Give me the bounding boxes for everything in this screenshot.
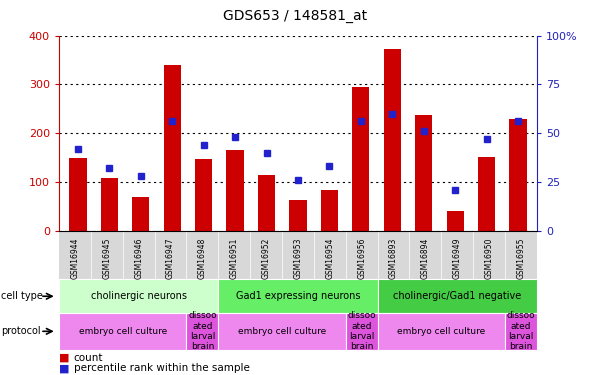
Text: GSM16956: GSM16956: [357, 237, 366, 279]
Text: dissoo
ated
larval
brain: dissoo ated larval brain: [188, 311, 217, 351]
Text: embryo cell culture: embryo cell culture: [397, 327, 486, 336]
Text: GSM16949: GSM16949: [453, 237, 462, 279]
Text: GSM16952: GSM16952: [261, 237, 271, 279]
Bar: [227, 150, 244, 231]
Text: ■: ■: [59, 353, 70, 363]
Text: dissoo
ated
larval
brain: dissoo ated larval brain: [348, 311, 376, 351]
Text: embryo cell culture: embryo cell culture: [78, 327, 167, 336]
Text: GSM16951: GSM16951: [230, 237, 239, 279]
Bar: [132, 196, 149, 231]
Text: GSM16893: GSM16893: [389, 237, 398, 279]
Text: cholinergic/Gad1 negative: cholinergic/Gad1 negative: [393, 291, 522, 301]
Bar: [384, 49, 401, 231]
Text: percentile rank within the sample: percentile rank within the sample: [74, 363, 250, 373]
Text: GSM16950: GSM16950: [484, 237, 494, 279]
Bar: [289, 200, 307, 231]
Bar: [163, 65, 181, 231]
Text: dissoo
ated
larval
brain: dissoo ated larval brain: [507, 311, 535, 351]
Text: embryo cell culture: embryo cell culture: [238, 327, 326, 336]
Text: GSM16953: GSM16953: [293, 237, 303, 279]
Bar: [447, 211, 464, 231]
Text: GSM16945: GSM16945: [102, 237, 112, 279]
Text: GSM16894: GSM16894: [421, 237, 430, 279]
Bar: [101, 178, 118, 231]
Text: GSM16947: GSM16947: [166, 237, 175, 279]
Text: ■: ■: [59, 363, 70, 373]
Bar: [69, 158, 87, 231]
Text: GDS653 / 148581_at: GDS653 / 148581_at: [223, 9, 367, 23]
Text: GSM16944: GSM16944: [70, 237, 80, 279]
Text: GSM16954: GSM16954: [325, 237, 335, 279]
Bar: [478, 156, 495, 231]
Bar: [509, 120, 527, 231]
Text: GSM16948: GSM16948: [198, 237, 207, 279]
Text: GSM16946: GSM16946: [134, 237, 143, 279]
Text: cholinergic neurons: cholinergic neurons: [91, 291, 186, 301]
Bar: [195, 159, 212, 231]
Text: cell type: cell type: [1, 291, 43, 301]
Bar: [258, 175, 275, 231]
Bar: [415, 115, 432, 231]
Text: GSM16955: GSM16955: [516, 237, 526, 279]
Text: protocol: protocol: [1, 326, 41, 336]
Text: count: count: [74, 353, 103, 363]
Bar: [352, 87, 369, 231]
Text: Gad1 expressing neurons: Gad1 expressing neurons: [235, 291, 360, 301]
Bar: [321, 190, 338, 231]
